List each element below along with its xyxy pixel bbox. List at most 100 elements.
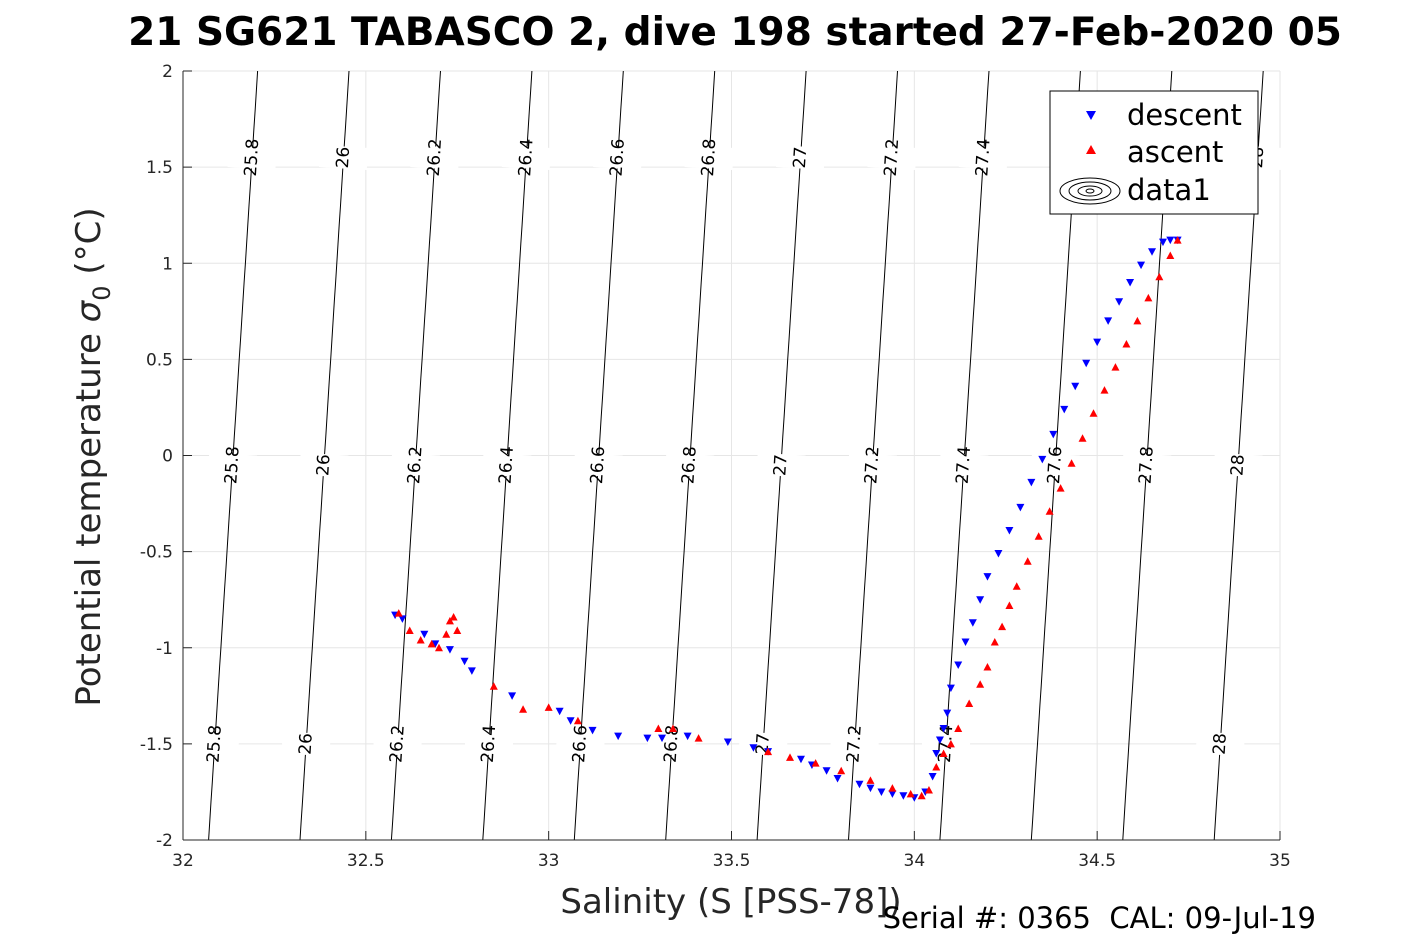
- descent-point-10: [588, 726, 597, 735]
- descent-point-23: [866, 784, 875, 793]
- sigma-label-bg-27.2-0: [867, 145, 917, 171]
- descent-point-34: [946, 684, 955, 693]
- sigma-label-bg-26-1: [299, 452, 349, 478]
- descent-point-15: [723, 738, 732, 746]
- sigma-label-27.4-1: 27.4: [953, 446, 975, 485]
- sigma-label-bg-26.2-1: [390, 452, 440, 478]
- chart-title: 21 SG621 TABASCO 2, dive 198 started 27-…: [128, 10, 1342, 55]
- sigma-label-28-2: 28: [1210, 732, 1231, 755]
- sigma-label-26.2-0: 26.2: [424, 138, 446, 177]
- sigma-label-26-0: 26: [333, 146, 354, 169]
- descent-point-18: [796, 755, 805, 764]
- sigma-label-bg-25.8-1: [207, 452, 258, 478]
- descent-point-54: [1148, 248, 1157, 256]
- ascent-point-45: [1122, 339, 1131, 348]
- descent-point-49: [1093, 338, 1102, 347]
- ascent-point-44: [1111, 363, 1120, 371]
- y-axis-label: Potential temperature σ0 (°C): [69, 207, 116, 706]
- y-axis-label-sigma: σ: [69, 299, 109, 322]
- descent-point-21: [833, 774, 842, 783]
- y-tick-label-8: 2: [162, 62, 173, 82]
- sigma-label-bg-26.6-0: [593, 145, 643, 171]
- sigma-label-27.8-1: 27.8: [1135, 446, 1157, 485]
- descent-point-42: [1016, 503, 1025, 512]
- descent-point-39: [983, 573, 992, 581]
- sigma-label-bg-26.4-2: [464, 731, 514, 757]
- sigma-label-26-2: 26: [295, 732, 316, 755]
- sigma-label-bg-28-1: [1213, 452, 1263, 478]
- y-tick-label-2: -1: [156, 639, 173, 659]
- sigma-label-bg-25.8-0: [227, 145, 277, 171]
- legend: descent ascent data1: [1049, 90, 1259, 215]
- descent-point-43: [1027, 478, 1036, 487]
- ascent-point-39: [1056, 484, 1065, 492]
- sigma-label-26.8-2: 26.8: [661, 724, 683, 763]
- sigma-label-27.4-0: 27.4: [972, 138, 994, 177]
- sigma-label-25.8-2: 25.8: [204, 724, 226, 763]
- descent-point-11: [614, 732, 623, 741]
- descent-point-40: [994, 550, 1003, 558]
- ascent-point-43: [1100, 386, 1109, 394]
- legend-label-descent: descent: [1127, 98, 1242, 132]
- descent-point-47: [1071, 382, 1080, 391]
- sigma-label-27-1: 27: [770, 454, 791, 477]
- sigma-label-26.2-1: 26.2: [404, 446, 426, 485]
- sigma-label-bg-26.2-2: [372, 731, 423, 757]
- ascent-point-46: [1133, 316, 1142, 325]
- ascent-point-9: [489, 682, 498, 690]
- sigma-label-bg-26.8-0: [684, 145, 734, 171]
- legend-box: [1049, 90, 1259, 215]
- sigma-label-26.4-2: 26.4: [478, 724, 500, 763]
- ascent-point-17: [786, 753, 795, 761]
- sigma-label-27.2-0: 27.2: [881, 138, 903, 177]
- sigma-label-bg-27.2-2: [829, 731, 880, 757]
- descent-point-5: [460, 657, 469, 666]
- sigma-label-bg-26.8-1: [664, 452, 715, 478]
- ascent-point-3: [427, 639, 436, 648]
- descent-point-35: [954, 661, 963, 670]
- descent-point-3: [431, 640, 440, 648]
- legend-marker-contour-icon: [1059, 177, 1121, 205]
- y-tick-label-3: -0.5: [140, 543, 173, 563]
- descent-point-44: [1038, 455, 1047, 464]
- descent-point-16: [749, 744, 758, 752]
- x-tick-label-5: 34.5: [1078, 851, 1116, 871]
- ascent-point-24: [924, 786, 933, 794]
- descent-point-1: [398, 615, 407, 623]
- legend-marker-descent: [1086, 111, 1096, 120]
- descent-point-52: [1126, 278, 1135, 287]
- descent-point-56: [1166, 236, 1175, 245]
- descent-point-24: [877, 788, 886, 796]
- sigma-label-bg-26.4-0: [501, 145, 552, 171]
- sigma-label-27-2: 27: [753, 732, 774, 755]
- descent-point-20: [822, 767, 831, 775]
- data-points: [391, 236, 1182, 802]
- descent-point-26: [899, 792, 908, 800]
- ascent-point-48: [1155, 272, 1164, 281]
- ascent-point-33: [998, 622, 1007, 631]
- ascent-point-6: [445, 616, 454, 625]
- axes: [182, 70, 1281, 841]
- ascent-point-0: [394, 609, 403, 617]
- y-tick-label-0: -2: [156, 831, 173, 851]
- descent-point-41: [1005, 526, 1014, 535]
- descent-point-30: [932, 749, 941, 758]
- ascent-point-29: [965, 699, 974, 708]
- ascent-point-19: [837, 766, 846, 775]
- sigma-label-26.6-0: 26.6: [607, 138, 629, 177]
- sigma-label-26.8-0: 26.8: [698, 138, 720, 177]
- sigma-label-bg-26.2-0: [410, 145, 460, 171]
- x-axis-label: Salinity (S [PSS-78]): [560, 882, 901, 922]
- y-tick-label-4: 0: [162, 447, 173, 467]
- descent-point-53: [1137, 261, 1146, 270]
- descent-point-36: [961, 638, 970, 646]
- ascent-point-18: [811, 759, 820, 767]
- descent-point-22: [855, 780, 864, 789]
- ascent-point-26: [939, 749, 948, 757]
- sigma-label-27.4-2: 27.4: [935, 724, 957, 763]
- ascent-point-12: [573, 716, 582, 725]
- sigma-label-bg-27.4-1: [939, 452, 989, 478]
- ascent-point-8: [453, 626, 462, 634]
- sigma-label-26.2-2: 26.2: [386, 724, 408, 763]
- ascent-point-35: [1012, 582, 1021, 590]
